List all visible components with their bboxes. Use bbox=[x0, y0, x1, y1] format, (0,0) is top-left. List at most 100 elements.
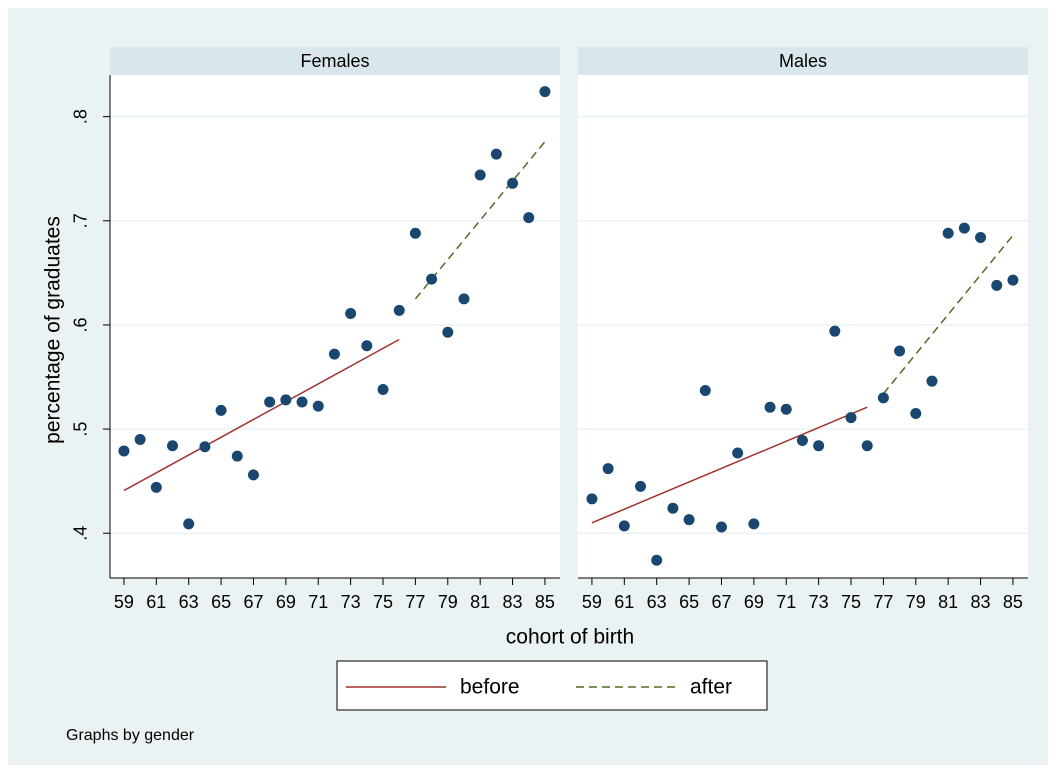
point bbox=[764, 401, 776, 413]
legend bbox=[336, 660, 768, 711]
x-tick-label: 61 bbox=[614, 592, 634, 612]
x-tick-label: 77 bbox=[873, 592, 893, 612]
point bbox=[699, 385, 711, 397]
panel-title: Males bbox=[779, 51, 827, 71]
x-tick-label: 65 bbox=[211, 592, 231, 612]
point bbox=[377, 384, 389, 396]
x-tick-label: 81 bbox=[938, 592, 958, 612]
x-tick-label: 81 bbox=[470, 592, 490, 612]
point bbox=[167, 440, 179, 452]
point bbox=[199, 441, 211, 453]
point bbox=[991, 279, 1003, 291]
point bbox=[442, 326, 454, 338]
point bbox=[586, 493, 598, 505]
fit-line bbox=[123, 338, 400, 492]
point bbox=[312, 400, 324, 412]
panel-title: Females bbox=[300, 51, 369, 71]
point bbox=[393, 304, 405, 316]
x-tick-label: 77 bbox=[405, 592, 425, 612]
y-tick-label: .7 bbox=[71, 213, 91, 228]
point bbox=[780, 403, 792, 415]
x-tick-label: 75 bbox=[373, 592, 393, 612]
x-tick-label: 79 bbox=[438, 592, 458, 612]
x-tick-label: 63 bbox=[647, 592, 667, 612]
x-tick-label: 69 bbox=[744, 592, 764, 612]
x-tick-label: 71 bbox=[308, 592, 328, 612]
point bbox=[894, 345, 906, 357]
y-axis-label: percentage of graduates bbox=[42, 216, 65, 444]
x-axis-label: cohort of birth bbox=[506, 626, 634, 649]
point bbox=[150, 481, 162, 493]
point bbox=[345, 307, 357, 319]
plot-area bbox=[578, 75, 1028, 578]
fit-line bbox=[882, 234, 1014, 395]
point bbox=[183, 518, 195, 530]
x-tick-label: 63 bbox=[179, 592, 199, 612]
point bbox=[361, 340, 373, 352]
x-tick-label: 83 bbox=[503, 592, 523, 612]
point bbox=[523, 212, 535, 224]
fit-line bbox=[591, 406, 868, 524]
point bbox=[1007, 274, 1019, 286]
y-tick-label: .4 bbox=[71, 526, 91, 541]
point bbox=[926, 375, 938, 387]
point bbox=[942, 227, 954, 239]
point bbox=[458, 293, 470, 305]
fit-line bbox=[414, 141, 546, 300]
point bbox=[602, 463, 614, 475]
x-tick-label: 59 bbox=[114, 592, 134, 612]
x-tick-label: 65 bbox=[679, 592, 699, 612]
point bbox=[651, 554, 663, 566]
point bbox=[683, 514, 695, 526]
point bbox=[474, 169, 486, 181]
point bbox=[247, 469, 259, 481]
point bbox=[215, 404, 227, 416]
point bbox=[280, 394, 292, 406]
x-tick-label: 83 bbox=[971, 592, 991, 612]
point bbox=[829, 325, 841, 337]
point bbox=[539, 86, 551, 98]
x-tick-label: 73 bbox=[341, 592, 361, 612]
point bbox=[507, 177, 519, 189]
point bbox=[910, 407, 922, 419]
plot-area bbox=[110, 75, 560, 578]
point bbox=[296, 396, 308, 408]
point bbox=[958, 222, 970, 234]
x-tick-label: 61 bbox=[146, 592, 166, 612]
point bbox=[328, 348, 340, 360]
point bbox=[975, 231, 987, 243]
point bbox=[667, 502, 679, 514]
x-tick-label: 85 bbox=[535, 592, 555, 612]
point bbox=[813, 440, 825, 452]
legend-label: after bbox=[690, 676, 732, 699]
x-tick-label: 85 bbox=[1003, 592, 1023, 612]
point bbox=[861, 440, 873, 452]
point bbox=[732, 447, 744, 459]
point bbox=[134, 433, 146, 445]
point bbox=[877, 392, 889, 404]
x-tick-label: 59 bbox=[582, 592, 602, 612]
note: Graphs by gender bbox=[66, 727, 195, 744]
x-tick-label: 67 bbox=[711, 592, 731, 612]
x-tick-label: 75 bbox=[841, 592, 861, 612]
point bbox=[264, 396, 276, 408]
point bbox=[635, 480, 647, 492]
point bbox=[715, 521, 727, 533]
x-tick-label: 71 bbox=[776, 592, 796, 612]
x-tick-label: 67 bbox=[243, 592, 263, 612]
point bbox=[426, 273, 438, 285]
point bbox=[490, 148, 502, 160]
point bbox=[796, 435, 808, 447]
point bbox=[231, 450, 243, 462]
point bbox=[409, 227, 421, 239]
panel-title-bar bbox=[578, 47, 1028, 75]
panel-title-bar bbox=[110, 47, 560, 75]
point bbox=[618, 520, 630, 532]
y-tick-label: .6 bbox=[71, 317, 91, 332]
x-tick-label: 69 bbox=[276, 592, 296, 612]
x-tick-label: 79 bbox=[906, 592, 926, 612]
point bbox=[118, 445, 130, 457]
y-tick-label: .8 bbox=[71, 109, 91, 124]
legend-label: before bbox=[460, 676, 520, 699]
